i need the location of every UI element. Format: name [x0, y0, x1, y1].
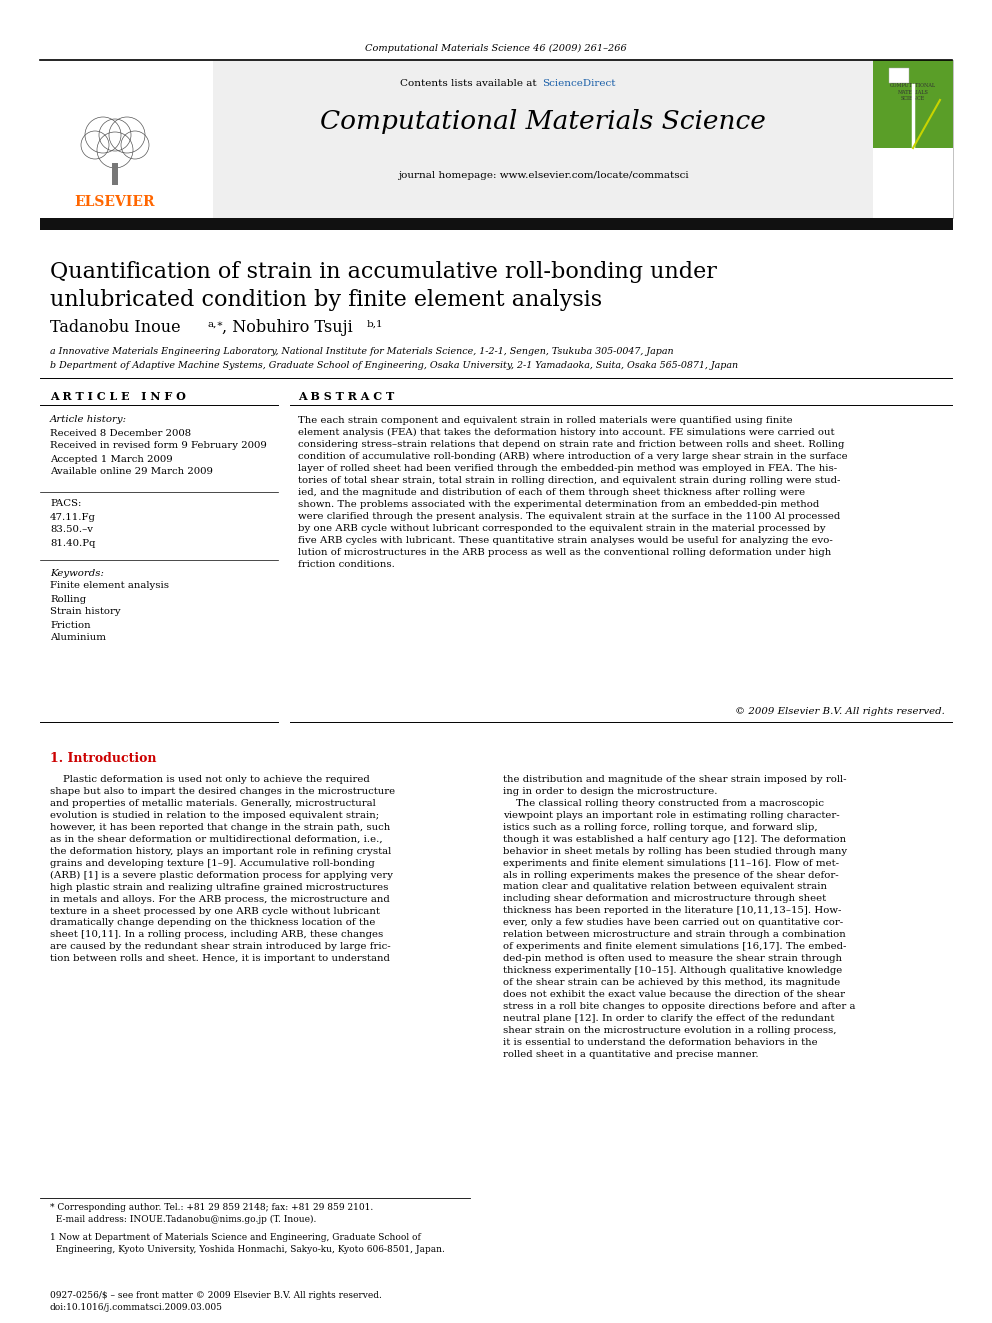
Text: Friction: Friction: [50, 620, 90, 630]
Text: journal homepage: www.elsevier.com/locate/commatsci: journal homepage: www.elsevier.com/locat…: [398, 171, 688, 180]
Text: 0927-0256/$ – see front matter © 2009 Elsevier B.V. All rights reserved.: 0927-0256/$ – see front matter © 2009 El…: [50, 1290, 382, 1299]
Text: * Corresponding author. Tel.: +81 29 859 2148; fax: +81 29 859 2101.: * Corresponding author. Tel.: +81 29 859…: [50, 1204, 373, 1212]
Bar: [873, 60, 953, 148]
Text: COMPUTATIONAL
MATERIALS
SCIENCE: COMPUTATIONAL MATERIALS SCIENCE: [890, 83, 936, 101]
Bar: [40, 60, 213, 218]
Text: E-mail address: INOUE.Tadanobu@nims.go.jp (T. Inoue).: E-mail address: INOUE.Tadanobu@nims.go.j…: [50, 1215, 316, 1224]
Text: Computational Materials Science: Computational Materials Science: [320, 110, 766, 135]
Text: Article history:: Article history:: [50, 415, 127, 425]
Bar: [873, 148, 953, 218]
Text: Finite element analysis: Finite element analysis: [50, 582, 169, 590]
Bar: [873, 60, 953, 218]
Text: Aluminium: Aluminium: [50, 634, 106, 643]
Bar: [112, 163, 118, 185]
Text: , Nobuhiro Tsuji: , Nobuhiro Tsuji: [222, 319, 353, 336]
Text: Strain history: Strain history: [50, 607, 121, 617]
Text: a,∗: a,∗: [208, 320, 224, 329]
Text: A R T I C L E   I N F O: A R T I C L E I N F O: [50, 392, 186, 402]
Text: Received in revised form 9 February 2009: Received in revised form 9 February 2009: [50, 442, 267, 451]
Text: b Department of Adaptive Machine Systems, Graduate School of Engineering, Osaka : b Department of Adaptive Machine Systems…: [50, 360, 738, 369]
Bar: [213, 60, 873, 218]
Text: Plastic deformation is used not only to achieve the required
shape but also to i: Plastic deformation is used not only to …: [50, 775, 395, 963]
Text: Tadanobu Inoue: Tadanobu Inoue: [50, 319, 181, 336]
Text: doi:10.1016/j.commatsci.2009.03.005: doi:10.1016/j.commatsci.2009.03.005: [50, 1303, 223, 1311]
Text: 1. Introduction: 1. Introduction: [50, 751, 157, 765]
Text: The each strain component and equivalent strain in rolled materials were quantif: The each strain component and equivalent…: [298, 415, 847, 569]
Text: 83.50.–v: 83.50.–v: [50, 525, 93, 534]
Text: Available online 29 March 2009: Available online 29 March 2009: [50, 467, 213, 476]
Text: Keywords:: Keywords:: [50, 569, 104, 578]
Text: a Innovative Materials Engineering Laboratory, National Institute for Materials : a Innovative Materials Engineering Labor…: [50, 348, 674, 356]
Text: ScienceDirect: ScienceDirect: [542, 78, 615, 87]
Text: A B S T R A C T: A B S T R A C T: [298, 392, 394, 402]
Bar: [889, 67, 909, 83]
Text: 1 Now at Department of Materials Science and Engineering, Graduate School of
  E: 1 Now at Department of Materials Science…: [50, 1233, 444, 1254]
Text: 81.40.Pq: 81.40.Pq: [50, 538, 95, 548]
Text: b,1: b,1: [367, 320, 384, 329]
Text: Contents lists available at: Contents lists available at: [400, 78, 540, 87]
Text: Received 8 December 2008: Received 8 December 2008: [50, 429, 191, 438]
Text: 47.11.Fg: 47.11.Fg: [50, 512, 96, 521]
Text: Rolling: Rolling: [50, 594, 86, 603]
Text: Computational Materials Science 46 (2009) 261–266: Computational Materials Science 46 (2009…: [365, 44, 627, 53]
Text: the distribution and magnitude of the shear strain imposed by roll-
ing in order: the distribution and magnitude of the sh…: [503, 775, 855, 1058]
Bar: [40, 218, 953, 230]
Text: Quantification of strain in accumulative roll-bonding under: Quantification of strain in accumulative…: [50, 261, 717, 283]
Text: Accepted 1 March 2009: Accepted 1 March 2009: [50, 455, 173, 463]
Text: © 2009 Elsevier B.V. All rights reserved.: © 2009 Elsevier B.V. All rights reserved…: [735, 708, 945, 717]
Text: PACS:: PACS:: [50, 500, 81, 508]
Text: ELSEVIER: ELSEVIER: [74, 194, 156, 209]
Text: unlubricated condition by finite element analysis: unlubricated condition by finite element…: [50, 288, 602, 311]
